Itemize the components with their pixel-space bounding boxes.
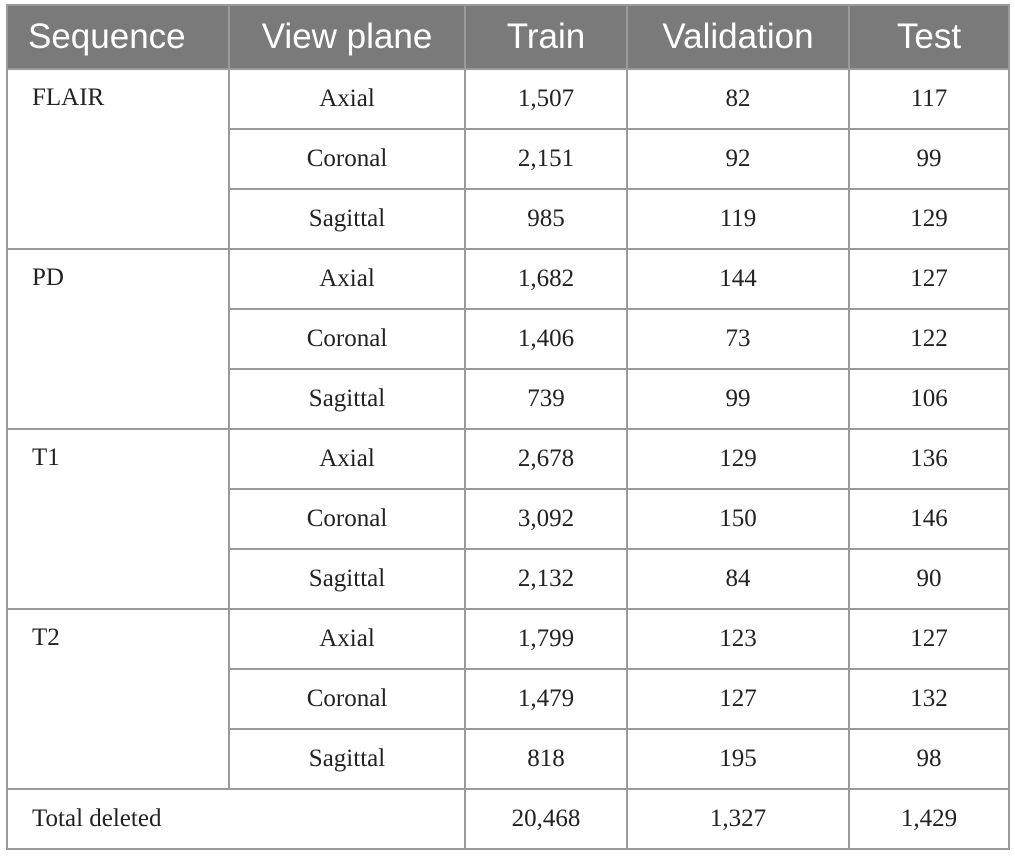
view-plane-cell: Sagittal	[228, 548, 466, 610]
validation-cell: 119	[626, 188, 850, 250]
sequence-cell: PD	[6, 248, 230, 430]
train-cell: 2,132	[464, 548, 628, 610]
table-row: Sagittal 2,132 84 90	[7, 548, 1010, 610]
header-train: Train	[464, 4, 628, 70]
table-row: Coronal 3,092 150 146	[7, 488, 1010, 550]
view-plane-cell: Coronal	[228, 488, 466, 550]
test-cell: 90	[848, 548, 1010, 610]
validation-cell: 150	[626, 488, 850, 550]
table-row: Coronal 1,479 127 132	[7, 668, 1010, 730]
train-cell: 739	[464, 368, 628, 430]
train-cell: 818	[464, 728, 628, 790]
test-cell: 99	[848, 128, 1010, 190]
table-row: FLAIR Axial 1,507 82 117	[6, 68, 1010, 250]
test-cell: 127	[848, 608, 1010, 670]
data-table: Sequence View plane Train Validation Tes…	[6, 4, 1010, 850]
validation-cell: 123	[626, 608, 850, 670]
train-cell: 3,092	[464, 488, 628, 550]
train-cell: 2,151	[464, 128, 628, 190]
train-cell: 1,479	[464, 668, 628, 730]
view-plane-cell: Axial	[228, 248, 466, 310]
table-row: Sagittal 985 119 129	[7, 188, 1010, 250]
train-cell: 1,682	[464, 248, 628, 310]
table-row: Coronal 2,151 92 99	[7, 128, 1010, 190]
validation-cell: 84	[626, 548, 850, 610]
test-cell: 122	[848, 308, 1010, 370]
view-plane-cell: Coronal	[228, 668, 466, 730]
test-cell: 106	[848, 368, 1010, 430]
test-cell: 136	[848, 428, 1010, 490]
header-validation: Validation	[626, 4, 850, 70]
header-test: Test	[848, 4, 1010, 70]
validation-cell: 73	[626, 308, 850, 370]
view-plane-cell: Coronal	[228, 308, 466, 370]
validation-cell: 127	[626, 668, 850, 730]
table-row: T2 Axial 1,799 123 127	[6, 608, 1010, 790]
sequence-cell: T1	[6, 428, 230, 610]
validation-cell: 144	[626, 248, 850, 310]
validation-cell: 195	[626, 728, 850, 790]
train-cell: 1,507	[464, 68, 628, 130]
view-plane-cell: Sagittal	[228, 728, 466, 790]
total-test-cell: 1,429	[848, 788, 1010, 850]
validation-cell: 99	[626, 368, 850, 430]
table-row: PD Axial 1,682 144 127	[6, 248, 1010, 430]
train-cell: 2,678	[464, 428, 628, 490]
train-cell: 1,406	[464, 308, 628, 370]
sequence-cell: T2	[6, 608, 230, 790]
train-cell: 1,799	[464, 608, 628, 670]
table-row: Sagittal 739 99 106	[7, 368, 1010, 430]
table-row: T1 Axial 2,678 129 136	[6, 428, 1010, 610]
header-sequence: Sequence	[6, 4, 230, 70]
test-cell: 146	[848, 488, 1010, 550]
total-row: Total deleted 20,468 1,327 1,429	[6, 788, 1010, 850]
validation-cell: 129	[626, 428, 850, 490]
view-plane-cell: Axial	[228, 428, 466, 490]
view-plane-cell: Sagittal	[228, 368, 466, 430]
table-row: Sagittal 818 195 98	[7, 728, 1010, 790]
sequence-cell: FLAIR	[6, 68, 230, 250]
view-plane-cell: Axial	[228, 68, 466, 130]
view-plane-cell: Coronal	[228, 128, 466, 190]
test-cell: 117	[848, 68, 1010, 130]
total-train-cell: 20,468	[464, 788, 628, 850]
view-plane-cell: Axial	[228, 608, 466, 670]
table-row: Coronal 1,406 73 122	[7, 308, 1010, 370]
test-cell: 127	[848, 248, 1010, 310]
header-row: Sequence View plane Train Validation Tes…	[6, 4, 1010, 70]
test-cell: 132	[848, 668, 1010, 730]
test-cell: 129	[848, 188, 1010, 250]
total-validation-cell: 1,327	[626, 788, 850, 850]
view-plane-cell: Sagittal	[228, 188, 466, 250]
validation-cell: 92	[626, 128, 850, 190]
test-cell: 98	[848, 728, 1010, 790]
header-view-plane: View plane	[228, 4, 466, 70]
train-cell: 985	[464, 188, 628, 250]
total-label: Total deleted	[6, 788, 466, 850]
validation-cell: 82	[626, 68, 850, 130]
